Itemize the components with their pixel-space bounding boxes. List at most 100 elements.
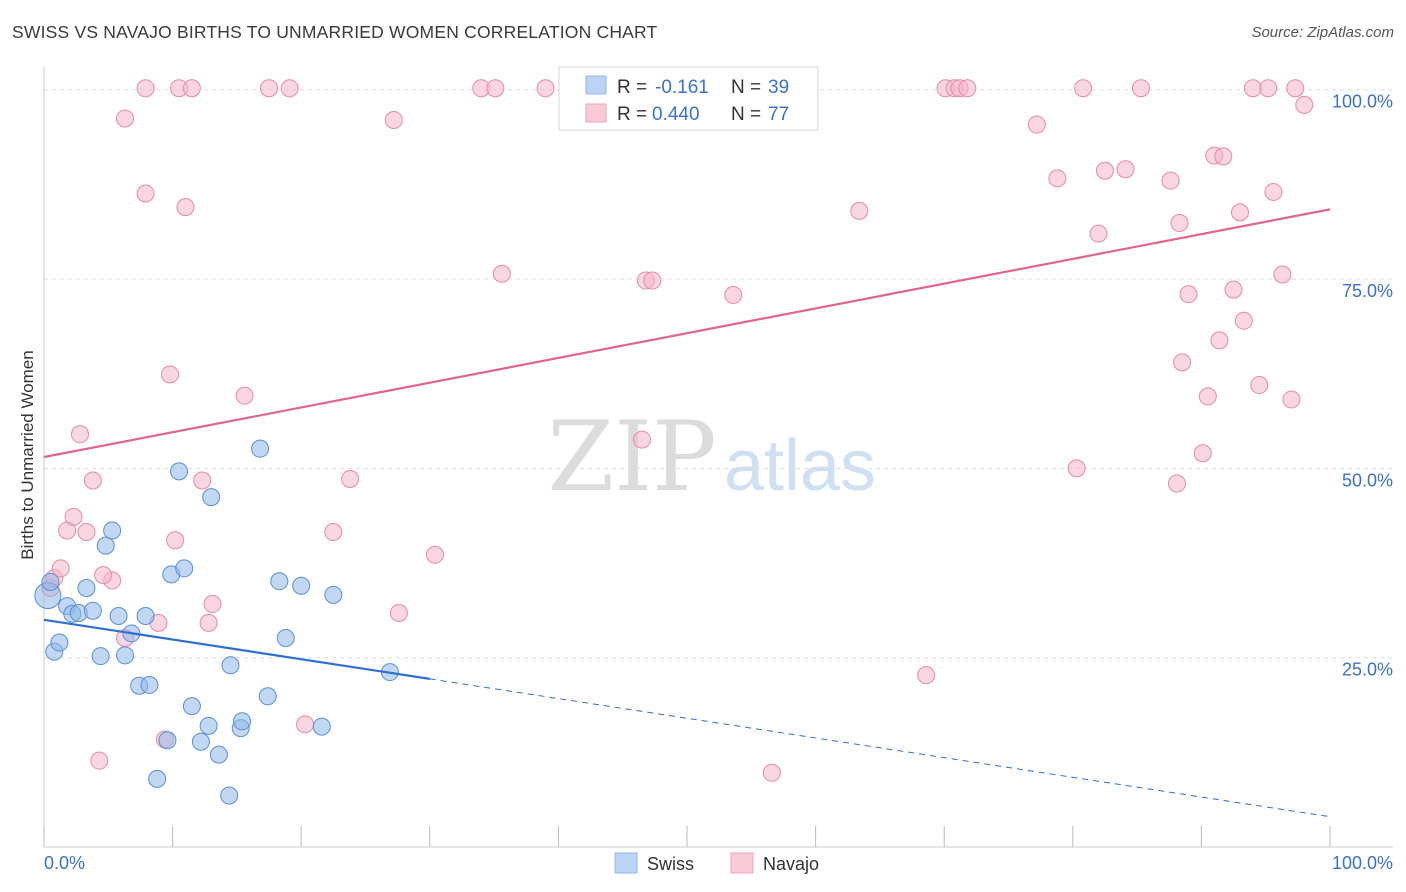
legend-n-value-swiss: 39 bbox=[768, 77, 789, 98]
swiss-point bbox=[170, 462, 189, 481]
navajo-point bbox=[182, 79, 201, 98]
navajo-point bbox=[724, 285, 743, 304]
y-tick-label: 50.0% bbox=[1342, 470, 1393, 490]
navajo-point bbox=[1193, 444, 1212, 463]
watermark-zip: ZIP bbox=[547, 401, 716, 513]
swiss-point bbox=[96, 536, 115, 555]
navajo-point bbox=[1131, 79, 1150, 98]
navajo-point bbox=[51, 559, 70, 578]
swiss-point bbox=[258, 687, 277, 706]
legend-r-value-swiss: -0.161 bbox=[655, 77, 709, 98]
navajo-point bbox=[193, 471, 212, 490]
navajo-point bbox=[1161, 171, 1180, 190]
x-tick-label-max: 100.0% bbox=[1332, 853, 1393, 873]
navajo-point bbox=[1282, 390, 1301, 409]
navajo-point bbox=[280, 79, 299, 98]
swiss-trend-extension bbox=[429, 678, 1331, 818]
navajo-point bbox=[260, 79, 279, 98]
navajo-point bbox=[71, 425, 90, 444]
swiss-point bbox=[233, 712, 252, 731]
swiss-point bbox=[158, 731, 177, 750]
swiss-point bbox=[182, 697, 201, 716]
bottom-legend-label-swiss: Swiss bbox=[647, 854, 694, 874]
navajo-point bbox=[83, 471, 102, 490]
navajo-point bbox=[1179, 285, 1198, 304]
y-tick-label: 25.0% bbox=[1342, 660, 1393, 680]
navajo-point bbox=[1243, 79, 1262, 98]
navajo-point bbox=[90, 751, 109, 770]
swiss-point bbox=[109, 607, 128, 626]
swiss-point bbox=[103, 521, 122, 540]
navajo-point bbox=[77, 522, 96, 541]
bottom-legend-swatch-swiss bbox=[614, 852, 638, 874]
navajo-point bbox=[1214, 147, 1233, 166]
navajo-point bbox=[1074, 79, 1093, 98]
navajo-point bbox=[1250, 376, 1269, 395]
navajo-point bbox=[389, 604, 408, 622]
navajo-point bbox=[1027, 115, 1046, 134]
legend-swatch-swiss bbox=[585, 75, 607, 95]
navajo-point bbox=[136, 184, 155, 203]
legend-r-value-navajo: 0.440 bbox=[652, 104, 700, 125]
swiss-point bbox=[292, 576, 311, 595]
bottom-legend-swatch-navajo bbox=[730, 852, 754, 874]
swiss-point bbox=[91, 647, 110, 666]
legend-r-label-swiss: R = bbox=[617, 77, 647, 98]
legend-n-label-swiss: N = bbox=[731, 77, 761, 98]
swiss-point bbox=[175, 559, 194, 578]
navajo-point bbox=[1198, 387, 1217, 406]
swiss-point bbox=[251, 439, 270, 458]
trend-lines bbox=[43, 208, 1331, 818]
swiss-point bbox=[77, 579, 96, 598]
watermark-atlas: atlas bbox=[724, 426, 876, 506]
swiss-point bbox=[83, 601, 102, 620]
navajo-point bbox=[536, 79, 555, 98]
navajo-point bbox=[1224, 280, 1243, 299]
legend-swatch-navajo bbox=[585, 103, 607, 123]
navajo-point bbox=[235, 386, 254, 405]
navajo-point bbox=[1167, 474, 1186, 493]
navajo-trend-line bbox=[43, 208, 1331, 459]
navajo-point bbox=[1259, 79, 1278, 98]
navajo-point bbox=[296, 715, 315, 734]
navajo-point bbox=[958, 79, 977, 98]
navajo-point bbox=[324, 522, 343, 541]
swiss-point bbox=[199, 716, 218, 735]
navajo-point bbox=[492, 264, 511, 283]
y-tick-label: 75.0% bbox=[1342, 281, 1393, 301]
navajo-point bbox=[1095, 161, 1114, 180]
swiss-point bbox=[220, 786, 239, 805]
legend-n-label-navajo: N = bbox=[731, 104, 761, 125]
grid-lines bbox=[44, 89, 1393, 659]
navajo-point bbox=[384, 111, 403, 130]
navajo-point bbox=[425, 545, 444, 564]
navajo-point bbox=[199, 613, 218, 632]
y-tick-label: 100.0% bbox=[1332, 92, 1393, 112]
swiss-point bbox=[312, 717, 331, 736]
navajo-point bbox=[203, 594, 222, 613]
swiss-point bbox=[324, 585, 343, 604]
navajo-point bbox=[917, 666, 936, 685]
navajo-point bbox=[1295, 95, 1314, 114]
navajo-point bbox=[850, 201, 869, 220]
navajo-point bbox=[136, 79, 155, 98]
navajo-point bbox=[1234, 311, 1253, 330]
navajo-point bbox=[1048, 169, 1067, 188]
swiss-point bbox=[136, 607, 155, 626]
navajo-point bbox=[1264, 182, 1283, 201]
navajo-point bbox=[161, 365, 180, 384]
bottom-legend: Swiss Navajo bbox=[614, 852, 819, 874]
swiss-points bbox=[34, 439, 399, 805]
navajo-point bbox=[64, 507, 83, 526]
swiss-point bbox=[276, 628, 295, 647]
legend-r-label-navajo: R = bbox=[617, 104, 647, 125]
navajo-point bbox=[116, 109, 135, 128]
swiss-point bbox=[202, 488, 221, 507]
swiss-point bbox=[116, 646, 135, 665]
navajo-point bbox=[176, 198, 195, 217]
bottom-legend-label-navajo: Navajo bbox=[763, 854, 819, 874]
swiss-point bbox=[209, 745, 228, 764]
navajo-point bbox=[1089, 224, 1108, 243]
chart-title: SWISS VS NAVAJO BIRTHS TO UNMARRIED WOME… bbox=[12, 22, 658, 42]
